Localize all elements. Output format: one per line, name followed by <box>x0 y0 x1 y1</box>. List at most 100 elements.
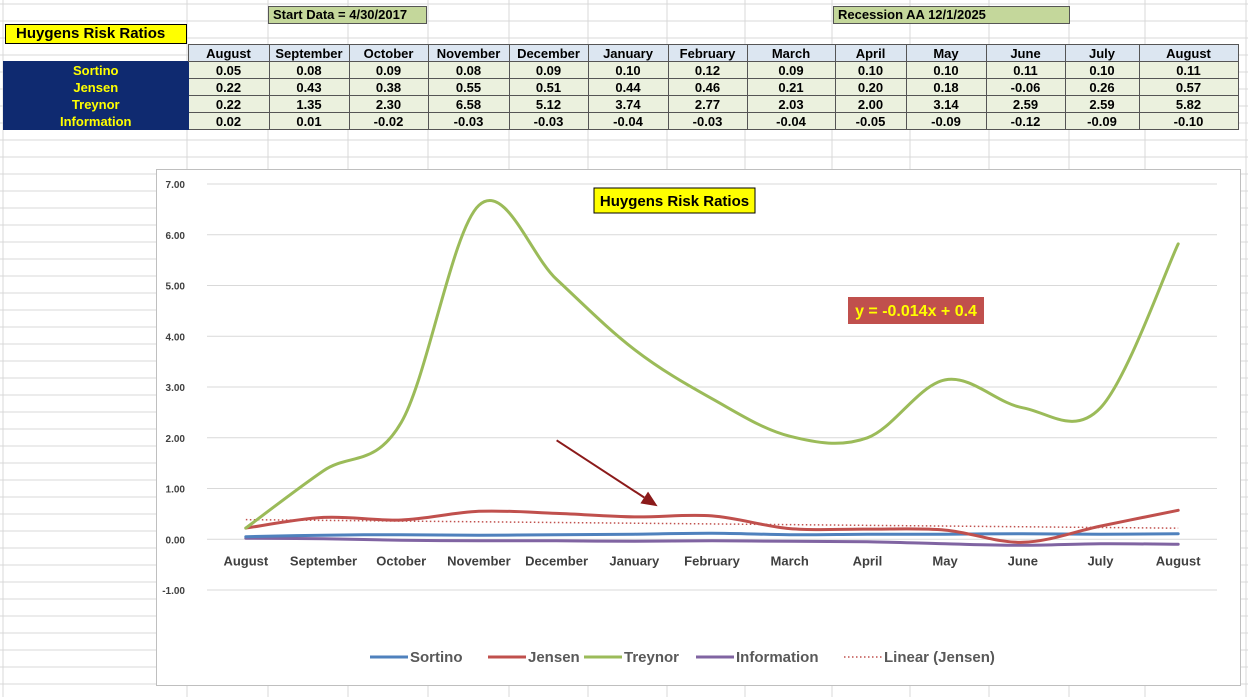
line-chart: 7.00 6.00 5.00 4.00 3.00 2.00 1.00 0.00 -1.00 Aug… <box>162 180 1217 666</box>
value-cell[interactable]: 0.12 <box>667 61 748 79</box>
month-header-cell[interactable]: April <box>834 44 907 62</box>
sheet-title[interactable]: Huygens Risk Ratios <box>5 24 187 44</box>
x-tick-label: March <box>771 553 809 568</box>
row-label-cell[interactable]: Treynor <box>3 95 189 113</box>
value-cell[interactable]: -0.03 <box>667 112 748 130</box>
value-cell[interactable]: 2.77 <box>667 95 748 113</box>
value-cell[interactable]: 0.55 <box>427 78 510 96</box>
y-tick-label: 3.00 <box>166 383 186 394</box>
row-label-cell[interactable]: Jensen <box>3 78 189 96</box>
month-header-cell[interactable]: June <box>985 44 1066 62</box>
value-cell[interactable]: 5.82 <box>1138 95 1239 113</box>
value-cell[interactable]: -0.05 <box>834 112 907 130</box>
value-cell[interactable]: 0.10 <box>834 61 907 79</box>
value-cell[interactable]: 2.30 <box>348 95 429 113</box>
row-label-cell[interactable]: Information <box>3 112 189 130</box>
value-cell[interactable]: 2.03 <box>746 95 836 113</box>
x-tick-label: August <box>223 553 268 568</box>
legend-item-sortino[interactable]: Sortino <box>370 649 463 666</box>
value-cell[interactable]: 0.08 <box>427 61 510 79</box>
value-cell[interactable]: 0.09 <box>508 61 589 79</box>
month-header-cell[interactable]: November <box>427 44 510 62</box>
y-tick-label: 6.00 <box>166 231 186 242</box>
x-tick-label: May <box>932 553 958 568</box>
value-cell[interactable]: 0.02 <box>187 112 270 130</box>
value-cell[interactable]: 3.74 <box>587 95 669 113</box>
value-cell[interactable]: -0.02 <box>348 112 429 130</box>
header-corner-cell[interactable] <box>4 45 189 62</box>
value-cell[interactable]: 0.21 <box>746 78 836 96</box>
value-cell[interactable]: 0.44 <box>587 78 669 96</box>
value-cell[interactable]: -0.03 <box>427 112 510 130</box>
value-cell[interactable]: 0.43 <box>268 78 350 96</box>
value-cell[interactable]: 0.38 <box>348 78 429 96</box>
value-cell[interactable]: 0.01 <box>268 112 350 130</box>
month-header-cell[interactable]: October <box>348 44 429 62</box>
month-header-cell[interactable]: July <box>1064 44 1140 62</box>
legend-item-linear-jensen[interactable]: Linear (Jensen) <box>844 649 995 666</box>
month-header-cell[interactable]: January <box>587 44 669 62</box>
month-header-cell[interactable]: May <box>905 44 987 62</box>
legend-item-treynor[interactable]: Treynor <box>584 649 679 666</box>
value-cell[interactable]: 0.05 <box>187 61 270 79</box>
value-cell[interactable]: 0.46 <box>667 78 748 96</box>
value-cell[interactable]: 0.22 <box>187 78 270 96</box>
value-cell[interactable]: 0.11 <box>985 61 1066 79</box>
value-cell[interactable]: -0.06 <box>985 78 1066 96</box>
trendline-equation[interactable]: y = -0.014x + 0.4 <box>848 297 984 324</box>
value-cell[interactable]: -0.09 <box>905 112 987 130</box>
value-cell[interactable]: 0.09 <box>746 61 836 79</box>
legend-label: Linear (Jensen) <box>884 649 995 666</box>
value-cell[interactable]: 0.08 <box>268 61 350 79</box>
value-cell[interactable]: 0.57 <box>1138 78 1239 96</box>
series-line-information[interactable] <box>244 536 1180 547</box>
x-tick-label: August <box>1156 553 1201 568</box>
y-tick-label: 2.00 <box>166 434 186 445</box>
month-header-cell[interactable]: August <box>1138 44 1239 62</box>
month-header-cell[interactable]: December <box>508 44 589 62</box>
value-cell[interactable]: 0.11 <box>1138 61 1239 79</box>
y-tick-label: 7.00 <box>166 180 186 191</box>
month-header-cell[interactable]: August <box>187 44 270 62</box>
chart-title[interactable]: Huygens Risk Ratios <box>593 187 756 214</box>
start-date-note[interactable]: Start Data = 4/30/2017 <box>268 6 427 24</box>
value-cell[interactable]: -0.04 <box>587 112 669 130</box>
value-cell[interactable]: 2.00 <box>834 95 907 113</box>
y-tick-label: 4.00 <box>166 332 186 343</box>
value-cell[interactable]: 3.14 <box>905 95 987 113</box>
value-cell[interactable]: -0.04 <box>746 112 836 130</box>
month-header-cell[interactable]: March <box>746 44 836 62</box>
value-cell[interactable]: 2.59 <box>1064 95 1140 113</box>
value-cell[interactable]: 6.58 <box>427 95 510 113</box>
legend-item-jensen[interactable]: Jensen <box>488 649 580 666</box>
chart-area[interactable]: 7.00 6.00 5.00 4.00 3.00 2.00 1.00 0.00 -1.00 Aug… <box>156 169 1241 686</box>
month-header-cell[interactable]: February <box>667 44 748 62</box>
annotation-arrow[interactable] <box>556 439 658 507</box>
value-cell[interactable]: 0.22 <box>187 95 270 113</box>
legend-item-information[interactable]: Information <box>696 649 819 666</box>
ratios-table-body: Sortino 0.05 0.08 0.09 0.08 0.09 0.10 0.12 0.09 0… <box>3 61 1239 130</box>
series-line-sortino[interactable] <box>244 531 1180 539</box>
value-cell[interactable]: 2.59 <box>985 95 1066 113</box>
x-tick-label: June <box>1008 553 1038 568</box>
month-header-cell[interactable]: September <box>268 44 350 62</box>
value-cell[interactable]: -0.10 <box>1138 112 1239 130</box>
series-line-treynor[interactable] <box>244 199 1180 530</box>
value-cell[interactable]: 5.12 <box>508 95 589 113</box>
value-cell[interactable]: -0.03 <box>508 112 589 130</box>
value-cell[interactable]: -0.12 <box>985 112 1066 130</box>
value-cell[interactable]: 0.10 <box>905 61 987 79</box>
value-cell[interactable]: 0.10 <box>1064 61 1140 79</box>
value-cell[interactable]: -0.09 <box>1064 112 1140 130</box>
row-label-cell[interactable]: Sortino <box>3 61 189 79</box>
trendline-jensen[interactable] <box>245 518 1179 529</box>
value-cell[interactable]: 0.51 <box>508 78 589 96</box>
value-cell[interactable]: 0.10 <box>587 61 669 79</box>
value-cell[interactable]: 1.35 <box>268 95 350 113</box>
recession-note[interactable]: Recession AA 12/1/2025 <box>833 6 1070 24</box>
value-cell[interactable]: 0.18 <box>905 78 987 96</box>
series-line-jensen[interactable] <box>244 508 1180 544</box>
value-cell[interactable]: 0.20 <box>834 78 907 96</box>
value-cell[interactable]: 0.09 <box>348 61 429 79</box>
value-cell[interactable]: 0.26 <box>1064 78 1140 96</box>
